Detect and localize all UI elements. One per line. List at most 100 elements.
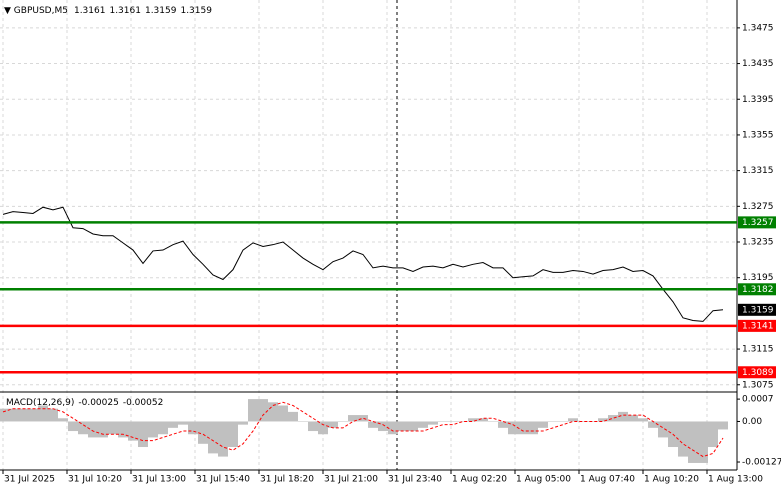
y-tick-label: -0.00127 (742, 458, 781, 468)
y-tick-label: 1.3275 (742, 202, 774, 212)
histogram-bar (568, 418, 578, 422)
histogram-bar (58, 418, 68, 422)
histogram-bar (558, 421, 568, 422)
histogram-bar (428, 421, 438, 425)
symbol: GBPUSD,M5 (14, 6, 68, 16)
x-tick-label: 31 Jul 15:40 (196, 475, 250, 485)
histogram-bar (708, 421, 718, 448)
histogram-bar (338, 421, 348, 422)
histogram-bar (658, 421, 668, 438)
histogram-bar (508, 421, 518, 435)
histogram-bar (328, 421, 338, 428)
histogram-bar (368, 421, 378, 428)
level-label-bg (738, 319, 776, 332)
header-arrow: ▼ (4, 6, 14, 16)
histogram-bar (398, 421, 408, 432)
x-tick-label: 1 Aug 07:40 (580, 475, 635, 485)
histogram-bar (78, 421, 88, 435)
histogram-bar (298, 421, 308, 422)
histogram-bar (388, 421, 398, 435)
histogram-bar (418, 421, 428, 428)
histogram-bar (408, 421, 418, 432)
histogram-bar (458, 421, 468, 422)
chart-header: ▼ GBPUSD,M5 1.3161 1.3161 1.3159 1.3159 (4, 6, 212, 16)
histogram-bar (638, 418, 648, 422)
last-price-bg (738, 303, 776, 316)
histogram-bar (278, 405, 288, 422)
histogram-bar (98, 421, 108, 438)
x-tick-label: 1 Aug 10:20 (644, 475, 699, 485)
histogram-bar (188, 421, 198, 435)
histogram-bar (528, 421, 538, 435)
histogram-bar (198, 421, 208, 444)
level-label: 1.3182 (742, 285, 774, 295)
y-tick-label: 1.3075 (742, 380, 774, 390)
histogram-bar (358, 415, 368, 422)
histogram-bar (608, 415, 618, 422)
histogram-bar (18, 408, 28, 422)
x-tick-label: 1 Aug 05:00 (516, 475, 571, 485)
level-label: 1.3257 (742, 218, 774, 228)
x-tick-label: 31 Jul 2025 (4, 475, 55, 485)
histogram-bar (688, 421, 698, 463)
histogram-bar (598, 418, 608, 422)
histogram-bar (538, 421, 548, 428)
close: 1.3159 (180, 6, 212, 16)
histogram-bar (498, 421, 508, 428)
signal-line (2, 401, 724, 458)
histogram-bar (548, 421, 558, 422)
histogram-bar (128, 421, 138, 441)
level-label: 1.3089 (742, 368, 774, 378)
y-tick-label: 1.3475 (742, 23, 774, 33)
level-label-bg (738, 366, 776, 379)
y-tick-label: 1.3195 (742, 273, 774, 283)
high: 1.3161 (109, 6, 141, 16)
histogram-bar (698, 421, 708, 463)
y-tick-label: 1.3235 (742, 238, 774, 248)
histogram-bar (618, 411, 628, 422)
x-tick-label: 31 Jul 10:20 (68, 475, 122, 485)
histogram-bar (218, 421, 228, 457)
histogram-bar (318, 421, 328, 435)
histogram-bar (478, 418, 488, 422)
y-tick-label: 0.0007 (742, 395, 774, 405)
histogram-bar (308, 421, 318, 432)
level-label-bg (738, 216, 776, 229)
histogram-bar (138, 421, 148, 448)
signal-value: -0.00052 (123, 398, 163, 408)
histogram-bar (48, 408, 58, 422)
histogram-bar (168, 421, 178, 428)
grid (0, 0, 737, 470)
histogram-bar (158, 421, 168, 435)
macd-header: MACD(12,26,9) -0.00025 -0.00052 (6, 398, 163, 408)
histogram-bar (258, 399, 268, 422)
histogram-bar (28, 408, 38, 422)
level-label-bg (738, 283, 776, 296)
histogram-bar (248, 399, 258, 422)
x-tick-label: 31 Jul 21:00 (324, 475, 378, 485)
histogram-bar (288, 411, 298, 422)
macd-value: -0.00025 (78, 398, 118, 408)
x-tick-label: 1 Aug 13:00 (708, 475, 763, 485)
histogram-bar (488, 421, 498, 422)
histogram-bar (208, 421, 218, 454)
histogram-bar (88, 421, 98, 438)
histogram-bar (8, 408, 18, 422)
last-price-label: 1.3159 (742, 305, 774, 315)
low: 1.3159 (145, 6, 177, 16)
histogram-bar (518, 421, 528, 435)
histogram-bar (238, 421, 248, 425)
histogram-bar (718, 421, 728, 430)
histogram-bar (678, 421, 688, 457)
histogram-bar (68, 421, 78, 432)
macd-title: MACD(12,26,9) (6, 398, 74, 408)
x-tick-label: 1 Aug 02:20 (452, 475, 507, 485)
histogram-bar (108, 421, 118, 435)
histogram-bar (448, 421, 458, 422)
histogram-bar (468, 418, 478, 422)
histogram-bar (378, 421, 388, 432)
histogram-bar (0, 408, 8, 422)
histogram-bar (348, 415, 358, 422)
